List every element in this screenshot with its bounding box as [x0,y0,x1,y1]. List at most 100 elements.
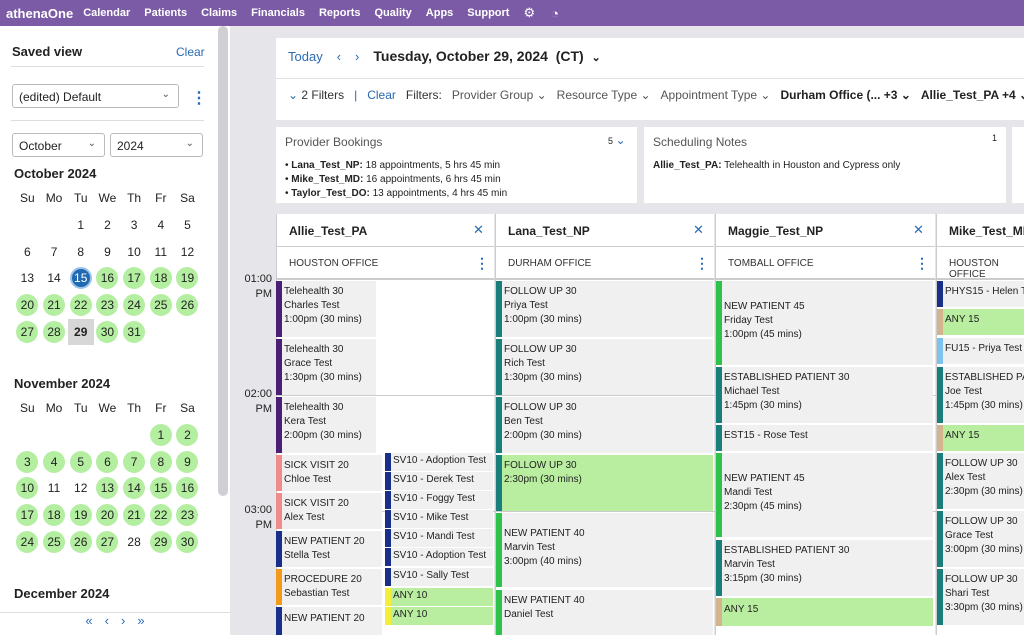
calendar-day[interactable]: 22 [67,292,94,319]
appointment-block[interactable]: SICK VISIT 20 Chloe Test [276,455,382,491]
appointment-block[interactable]: Telehealth 30 Kera Test 2:00pm (30 mins) [276,397,376,453]
calendar-day[interactable]: 5 [184,218,191,233]
clear-filters-link[interactable]: Clear [367,88,396,102]
appointment-block[interactable]: PROCEDURE 20 Sebastian Test [276,569,382,605]
calendar-day[interactable]: 20 [94,502,121,529]
nav-quality[interactable]: Quality [374,7,412,19]
next-month-icon[interactable]: › [121,613,126,628]
gear-icon[interactable]: ⚙ [523,5,536,20]
appointment-block[interactable]: FOLLOW UP 30 Shari Test 3:30pm (30 mins) [937,569,1024,625]
calendar-day[interactable]: 3 [14,448,41,475]
calendar-day[interactable]: 12 [180,244,195,259]
appointment-block[interactable]: SV10 - Sally Test [385,568,493,586]
calendar-day[interactable]: 13 [20,271,35,286]
appointment-block[interactable]: SV10 - Adoption Test [385,548,493,566]
calendar-day[interactable]: 29 [67,318,94,345]
close-icon[interactable]: ✕ [473,222,484,237]
calendar-day[interactable]: 4 [41,448,68,475]
calendar-day[interactable]: 2 [174,422,201,449]
calendar-day[interactable]: 20 [14,292,41,319]
close-icon[interactable]: ✕ [693,222,704,237]
nav-financials[interactable]: Financials [251,7,305,19]
calendar-day[interactable]: 25 [147,292,174,319]
calendar-day[interactable]: 12 [74,481,88,496]
calendar-day[interactable]: 14 [47,271,61,286]
appointment-block[interactable]: SV10 - Adoption Test [385,453,493,471]
appointment-block[interactable]: ANY 10 [385,588,493,606]
appointment-block[interactable]: NEW PATIENT 45 Friday Test 1:00pm (45 mins… [716,281,933,365]
calendar-day[interactable]: 17 [14,502,41,529]
appointment-block[interactable]: FOLLOW UP 30 2:30pm (30 mins) [496,455,713,511]
calendar-day[interactable]: 19 [174,265,201,292]
kebab-menu-icon[interactable]: ⋮ [695,255,709,271]
appointment-block[interactable]: NEW PATIENT 20 [276,607,382,635]
appointment-block[interactable]: Telehealth 30 Grace Test 1:30pm (30 mins) [276,339,376,395]
calendar-day[interactable]: 6 [24,244,31,259]
calendar-day[interactable]: 28 [127,534,141,549]
last-month-icon[interactable]: » [137,613,145,628]
calendar-day[interactable]: 27 [14,318,41,345]
appointment-block[interactable]: NEW PATIENT 40 Marvin Test 3:00pm (40 mins… [496,513,713,587]
appointment-block[interactable]: FOLLOW UP 30 Rich Test 1:30pm (30 mins) [496,339,713,395]
kebab-menu-icon[interactable]: ⋮ [475,255,489,271]
calendar-day[interactable]: 30 [94,318,121,345]
appointment-block[interactable]: SV10 - Mandi Test [385,529,493,547]
nav-reports[interactable]: Reports [318,7,361,19]
calendar-day[interactable]: 29 [147,528,174,555]
resource-type-filter[interactable]: Resource Type ⌄ [556,88,651,102]
calendar-day[interactable]: 25 [41,528,68,555]
close-icon[interactable]: ✕ [913,222,924,237]
calendar-day[interactable]: 24 [121,292,148,319]
appointment-block[interactable]: FOLLOW UP 30 Ben Test 2:00pm (30 mins) [496,397,713,453]
calendar-day[interactable]: 24 [14,528,41,555]
appointment-block[interactable]: PHYS15 - Helen Test [937,281,1024,307]
calendar-day[interactable]: 11 [154,244,168,259]
nav-support[interactable]: Support [467,7,510,19]
appointment-block[interactable]: SICK VISIT 20 Alex Test [276,493,382,529]
calendar-day[interactable]: 13 [94,475,121,502]
prev-month-icon[interactable]: ‹ [104,613,109,628]
gauge-icon[interactable]: ◔ [551,5,559,21]
appointment-block[interactable]: SV10 - Foggy Test [385,491,493,509]
calendar-day[interactable]: 4 [157,218,165,233]
appointment-block[interactable]: ESTABLISHED PATIENT 30 Michael Test 1:45pm… [716,367,933,423]
first-month-icon[interactable]: « [85,613,93,628]
calendar-day[interactable]: 23 [94,292,121,319]
calendar-day[interactable]: 30 [174,528,201,555]
appointment-block[interactable]: NEW PATIENT 45 Mandi Test 2:30pm (45 mins) [716,453,933,537]
calendar-day[interactable]: 21 [121,502,148,529]
current-date[interactable]: Tuesday, October 29, 2024 (CT) ⌄ [373,48,601,64]
calendar-day[interactable]: 17 [121,265,148,292]
calendar-day[interactable]: 16 [174,475,201,502]
appointment-block[interactable]: ANY 15 [937,309,1024,335]
appointment-block[interactable]: SV10 - Mike Test [385,510,493,528]
filters-toggle[interactable]: ⌄ 2 Filters [288,88,345,102]
office-filter[interactable]: Durham Office (... +3 ⌄ [780,88,911,102]
appointment-block[interactable]: ESTABLISHED PATIENT 30 Marvin Test 3:15pm … [716,540,933,596]
calendar-day[interactable]: 8 [147,448,174,475]
appointment-block[interactable]: SV10 - Derek Test [385,472,493,490]
kebab-menu-icon[interactable]: ⋮ [191,90,207,107]
appointment-block[interactable]: FU15 - Priya Test [937,338,1024,364]
calendar-day[interactable]: 18 [41,502,68,529]
appointment-type-filter[interactable]: Appointment Type ⌄ [660,88,771,102]
saved-view-select[interactable]: (edited) Default ⌄ [12,84,179,108]
calendar-day[interactable]: 14 [121,475,148,502]
next-day-icon[interactable]: › [355,48,360,64]
bookings-count[interactable]: 5 ⌄ [608,133,626,147]
year-select[interactable]: 2024 ⌄ [110,133,203,157]
month-select[interactable]: October ⌄ [12,133,105,157]
nav-patients[interactable]: Patients [144,7,188,19]
appointment-block[interactable]: FOLLOW UP 30 Grace Test 3:00pm (30 mins) [937,511,1024,567]
nav-claims[interactable]: Claims [201,7,238,19]
nav-calendar[interactable]: Calendar [83,7,131,19]
prev-day-icon[interactable]: ‹ [336,48,342,64]
calendar-day[interactable]: 8 [77,244,85,259]
calendar-day[interactable]: 15 [147,475,174,502]
calendar-day[interactable]: 10 [127,244,141,259]
calendar-day[interactable]: 7 [121,448,148,475]
appointment-block[interactable]: FOLLOW UP 30 Alex Test 2:30pm (30 mins) [937,453,1024,509]
calendar-day[interactable]: 19 [67,502,94,529]
appointment-block[interactable]: EST15 - Rose Test [716,425,933,451]
calendar-day[interactable]: 22 [147,502,174,529]
